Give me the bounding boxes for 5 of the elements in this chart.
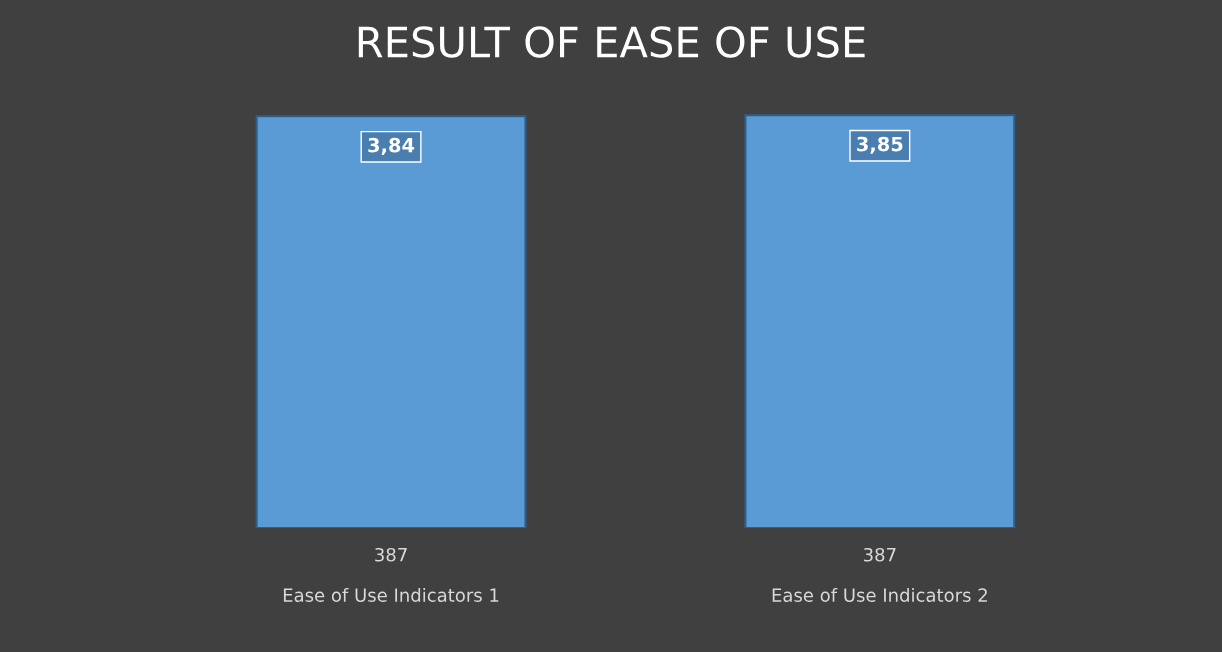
chart-title: RESULT OF EASE OF USE [358, 26, 865, 58]
data-label: 3,85 [857, 136, 903, 154]
category-label: 387 Ease of Use Indicators 1 [283, 547, 499, 602]
category-label: 387 Ease of Use Indicators 2 [772, 547, 987, 602]
data-label: 3,84 [368, 137, 415, 155]
